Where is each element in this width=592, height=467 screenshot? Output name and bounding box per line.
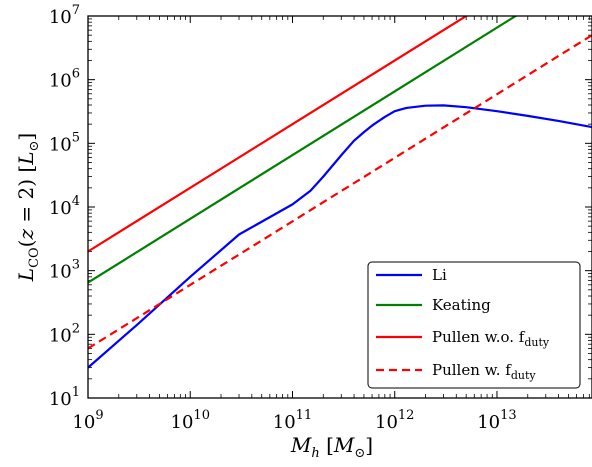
x-tick-label: 1010 (171, 408, 210, 433)
legend-label: Li (432, 266, 447, 284)
y-tick-label: 104 (49, 194, 80, 219)
x-tick-label: 1011 (273, 408, 312, 433)
legend-items: Li Keating Pullen w.o. fduty Pullen w. fdut… (376, 266, 550, 382)
x-tick-label: 1012 (375, 408, 414, 433)
series-line-pullen-w-f-duty (88, 34, 592, 350)
legend: Li Keating Pullen w.o. fduty Pullen w. fdut… (367, 261, 581, 389)
legend-label: Pullen w.o. fduty (432, 328, 550, 349)
series-line-li (88, 104, 592, 369)
y-tick-label: 102 (49, 321, 80, 346)
series-lines (88, 16, 592, 369)
y-tick-labels: 101 102 103 104 105 106 107 (49, 3, 80, 410)
y-tick-label: 107 (49, 3, 80, 28)
plot-frame (87, 15, 592, 399)
x-tick-label: 109 (72, 408, 103, 433)
y-tick-label: 103 (49, 258, 80, 283)
minor-ticks (88, 16, 592, 398)
y-axis-label: LCO(z = 2) [L⊙] (14, 133, 42, 282)
y-tick-label: 101 (49, 385, 80, 410)
legend-box (367, 261, 581, 389)
y-tick-label: 105 (49, 130, 80, 155)
x-tick-labels: 109 1010 1011 1012 1013 (72, 408, 516, 433)
series-line-keating (88, 16, 518, 284)
x-tick-label: 1013 (477, 408, 516, 433)
y-tick-label: 106 (49, 67, 80, 92)
legend-label: Keating (432, 296, 491, 314)
x-axis-label: Mh [M⊙] (290, 433, 373, 461)
series-line-pullen-w-o-f-duty (88, 16, 469, 253)
legend-label: Pullen w. fduty (432, 361, 536, 382)
